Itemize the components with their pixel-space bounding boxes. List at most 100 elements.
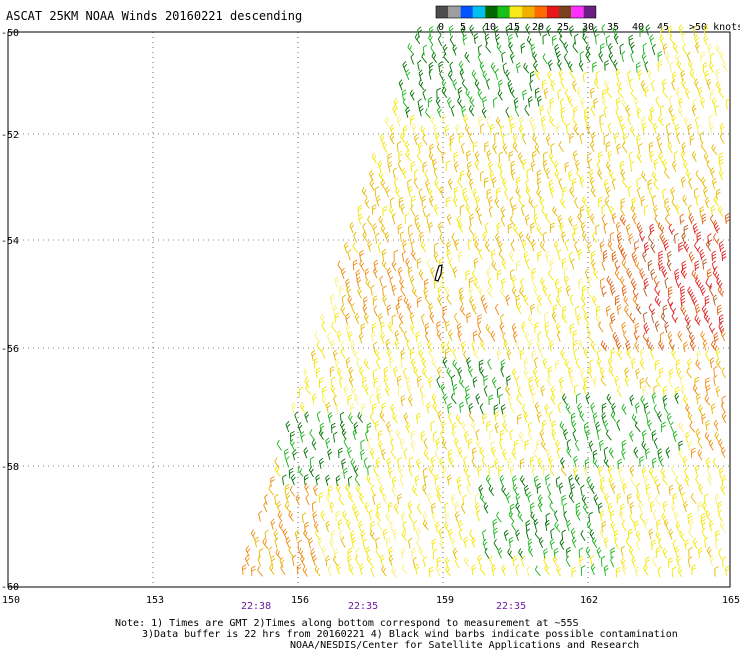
wind-barb bbox=[444, 557, 452, 568]
wind-barb bbox=[435, 97, 443, 108]
wind-barb bbox=[381, 260, 390, 270]
wind-barb bbox=[708, 44, 714, 55]
wind-barb bbox=[721, 412, 729, 423]
wind-barb bbox=[282, 475, 287, 485]
wind-barb bbox=[339, 377, 345, 388]
wind-barb bbox=[405, 69, 413, 80]
wind-barb bbox=[671, 198, 680, 208]
wind-barb bbox=[451, 429, 460, 440]
wind-barb bbox=[314, 529, 323, 539]
wind-barb bbox=[340, 348, 349, 359]
wind-barb bbox=[451, 375, 457, 386]
wind-barb bbox=[446, 161, 450, 171]
wind-barb bbox=[688, 557, 694, 568]
wind-barb bbox=[436, 330, 445, 341]
wind-barb bbox=[487, 359, 495, 370]
wind-barb bbox=[711, 97, 719, 108]
wind-barb bbox=[643, 519, 650, 530]
wind-barb bbox=[512, 205, 517, 215]
wind-barb bbox=[405, 107, 412, 118]
wind-barb bbox=[658, 456, 666, 467]
wind-barb bbox=[712, 251, 717, 261]
wind-barb bbox=[445, 287, 453, 298]
wind-barb bbox=[402, 240, 408, 251]
wind-barb bbox=[569, 133, 574, 143]
legend-label: 35 bbox=[607, 22, 619, 33]
wind-barb bbox=[490, 430, 495, 440]
wind-barb bbox=[534, 69, 543, 80]
wind-barb bbox=[319, 458, 325, 469]
wind-barb bbox=[407, 43, 416, 53]
wind-barb bbox=[455, 511, 462, 522]
wind-barb bbox=[331, 423, 336, 433]
wind-barb bbox=[369, 448, 377, 459]
legend-swatch bbox=[461, 6, 473, 18]
wind-barb bbox=[586, 206, 594, 217]
wind-barb bbox=[634, 241, 639, 251]
wind-barb bbox=[606, 142, 610, 152]
wind-barb bbox=[650, 107, 656, 118]
wind-barb bbox=[535, 323, 539, 333]
wind-barb bbox=[406, 340, 413, 351]
wind-barb bbox=[582, 503, 591, 514]
wind-barb bbox=[710, 53, 715, 63]
wind-barb bbox=[401, 512, 408, 523]
wind-barb bbox=[500, 206, 508, 217]
wind-barb bbox=[251, 566, 256, 576]
wind-barb bbox=[337, 261, 346, 271]
wind-barb bbox=[370, 566, 377, 577]
wind-barb bbox=[615, 295, 619, 305]
wind-barb bbox=[720, 123, 727, 134]
wind-barb bbox=[585, 115, 591, 126]
legend-label: >50 knots bbox=[689, 22, 740, 33]
wind-barb bbox=[489, 207, 496, 218]
wind-barb bbox=[593, 78, 602, 89]
wind-barb bbox=[629, 152, 635, 163]
wind-barb bbox=[718, 439, 726, 450]
wind-barb bbox=[439, 234, 448, 245]
wind-barb bbox=[469, 25, 477, 36]
longitude-label: 159 bbox=[436, 595, 454, 606]
wind-barb bbox=[718, 510, 726, 521]
wind-barb bbox=[556, 60, 565, 71]
wind-barb bbox=[605, 162, 614, 172]
wind-barb bbox=[310, 457, 315, 467]
wind-barb bbox=[654, 285, 663, 296]
wind-barb bbox=[412, 124, 419, 135]
wind-barb bbox=[380, 555, 387, 566]
wind-barb bbox=[497, 548, 505, 559]
wind-barb bbox=[383, 286, 388, 296]
wind-barb bbox=[605, 430, 614, 440]
wind-barb bbox=[657, 412, 665, 423]
wind-barb bbox=[508, 251, 517, 262]
wind-barb bbox=[560, 458, 568, 469]
wind-barb bbox=[452, 45, 460, 56]
wind-barb bbox=[250, 530, 259, 541]
wind-barb bbox=[355, 485, 364, 495]
wind-barb bbox=[528, 97, 533, 107]
wind-barb bbox=[354, 511, 361, 522]
wind-barb bbox=[644, 403, 650, 414]
wind-barb bbox=[515, 502, 524, 513]
wind-barb bbox=[321, 321, 329, 332]
wind-barb bbox=[557, 402, 564, 413]
wind-barb bbox=[571, 232, 579, 243]
wind-barb bbox=[601, 413, 607, 424]
wind-barb bbox=[504, 530, 511, 541]
wind-barb bbox=[385, 339, 391, 350]
wind-barb bbox=[660, 105, 665, 115]
wind-barb bbox=[352, 349, 361, 360]
wind-barb bbox=[447, 214, 454, 225]
wind-barb bbox=[459, 288, 465, 299]
wind-barb bbox=[589, 483, 598, 494]
wind-barb bbox=[602, 403, 606, 413]
wind-barb bbox=[703, 340, 710, 351]
wind-barb bbox=[452, 79, 460, 90]
wind-barb bbox=[566, 447, 575, 457]
wind-barb bbox=[372, 223, 379, 234]
wind-barb bbox=[561, 107, 566, 117]
wind-barb bbox=[712, 269, 721, 279]
wind-barb bbox=[418, 142, 424, 153]
wind-barb bbox=[348, 395, 353, 405]
